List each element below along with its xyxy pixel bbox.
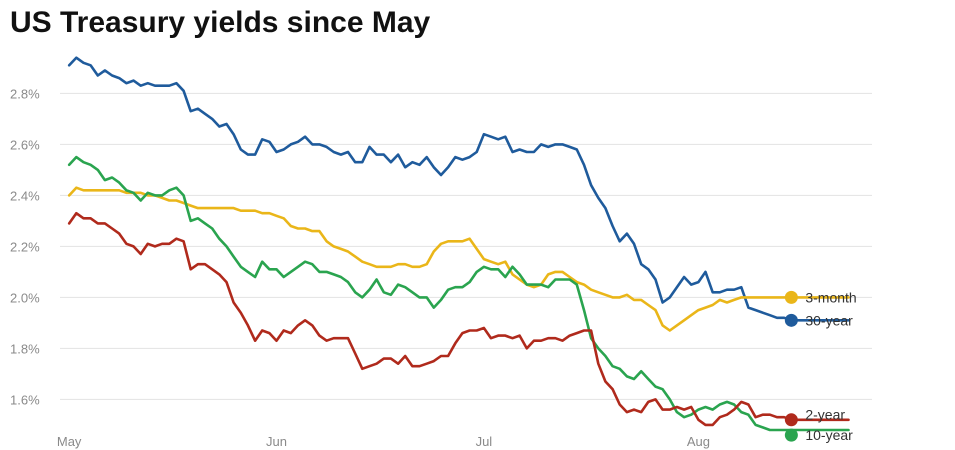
gridlines xyxy=(60,92,872,400)
end-marker-30-year xyxy=(784,313,798,327)
x-tick-label-jul: Jul xyxy=(476,434,493,449)
series-line-30-year xyxy=(67,56,850,322)
series-line-10-year xyxy=(67,155,850,432)
x-tick-label-jun: Jun xyxy=(266,434,287,449)
chart-title: US Treasury yields since May xyxy=(10,6,431,39)
end-marker-10-year xyxy=(784,428,798,442)
series-label-3-month: 3-month xyxy=(805,289,856,305)
end-marker-2-year xyxy=(784,413,798,427)
y-axis-tick-labels: 1.6% 1.8% 2.0% 2.2% 2.4% 2.6% 2.8% xyxy=(10,86,40,407)
y-tick-label-2-4: 2.4% xyxy=(10,188,40,203)
series-line-2-year xyxy=(67,211,850,427)
series-label-10-year: 10-year xyxy=(805,427,853,443)
x-tick-label-may: May xyxy=(57,434,82,449)
series-label-2-year: 2-year xyxy=(805,407,845,423)
end-marker-3-month xyxy=(784,290,798,304)
series-label-30-year: 30-year xyxy=(805,312,853,328)
x-axis-tick-labels: May Jun Jul Aug xyxy=(57,434,710,449)
series-end-markers xyxy=(784,290,798,442)
series-labels: 3-month 30-year 2-year 10-year xyxy=(805,289,856,443)
y-tick-label-2-0: 2.0% xyxy=(10,290,40,305)
y-tick-label-2-2: 2.2% xyxy=(10,239,40,254)
y-tick-label-1-8: 1.8% xyxy=(10,341,40,356)
series-lines xyxy=(67,56,850,432)
y-tick-label-2-6: 2.6% xyxy=(10,137,40,152)
y-tick-label-2-8: 2.8% xyxy=(10,86,40,101)
y-tick-label-1-6: 1.6% xyxy=(10,392,40,407)
series-line-3-month xyxy=(67,186,850,332)
x-tick-label-aug: Aug xyxy=(687,434,710,449)
